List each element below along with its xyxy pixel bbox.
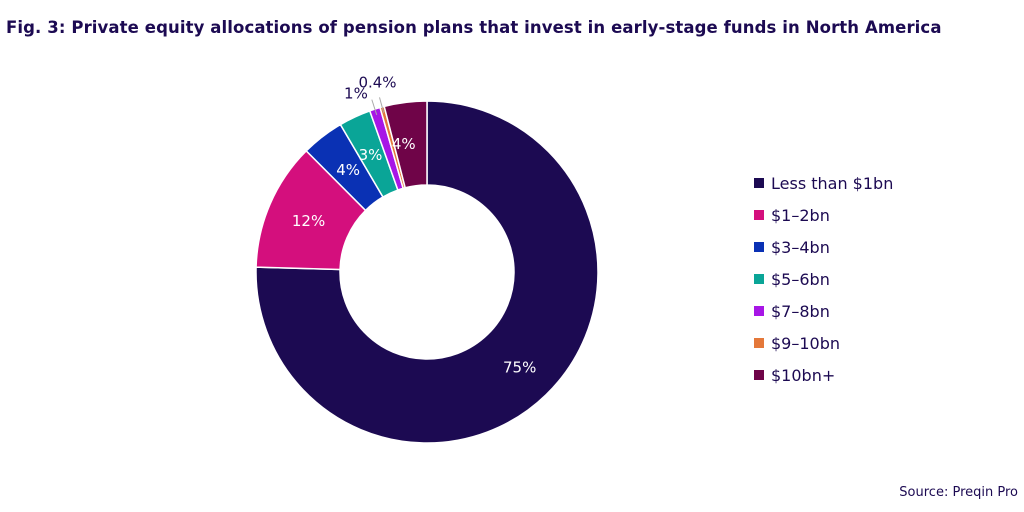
chart-title: Fig. 3: Private equity allocations of pe…: [6, 18, 942, 37]
legend-label: $9–10bn: [771, 333, 841, 353]
legend-item-less-than-1bn: Less than $1bn: [754, 167, 893, 199]
legend-label: $5–6bn: [771, 269, 830, 289]
legend-item-10bn: $10bn+: [754, 359, 893, 391]
legend-swatch: [754, 274, 764, 284]
data-label-5-6bn: 3%: [359, 146, 383, 164]
legend-item-1-2bn: $1–2bn: [754, 199, 893, 231]
data-label-10bn: 4%: [392, 135, 416, 153]
slice-less-than-1bn: [255, 100, 599, 444]
legend-label: $7–8bn: [771, 301, 830, 321]
data-label-3-4bn: 4%: [336, 161, 360, 179]
legend-swatch: [754, 306, 764, 316]
source-note: Source: Preqin Pro: [899, 485, 1018, 500]
legend-item-9-10bn: $9–10bn: [754, 327, 893, 359]
data-label-7-8bn: 1%: [344, 85, 368, 103]
data-label-less-than-1bn: 75%: [503, 358, 536, 376]
legend-item-3-4bn: $3–4bn: [754, 231, 893, 263]
legend-label: $1–2bn: [771, 205, 830, 225]
legend-item-5-6bn: $5–6bn: [754, 263, 893, 295]
legend-swatch: [754, 242, 764, 252]
chart-legend: Less than $1bn $1–2bn $3–4bn $5–6bn $7–8bn $9…: [754, 167, 893, 391]
legend-label: $10bn+: [771, 365, 836, 385]
data-label-1-2bn: 12%: [292, 212, 325, 230]
legend-label: Less than $1bn: [771, 173, 894, 193]
legend-item-7-8bn: $7–8bn: [754, 295, 893, 327]
legend-swatch: [754, 370, 764, 380]
legend-swatch: [754, 338, 764, 348]
legend-swatch: [754, 178, 764, 188]
leader-line-7-8bn: [371, 99, 378, 116]
data-label-9-10bn: 0.4%: [358, 73, 396, 91]
legend-swatch: [754, 210, 764, 220]
leader-line-9-10bn: [379, 97, 385, 113]
legend-label: $3–4bn: [771, 237, 830, 257]
slice-10bn: [383, 100, 428, 189]
